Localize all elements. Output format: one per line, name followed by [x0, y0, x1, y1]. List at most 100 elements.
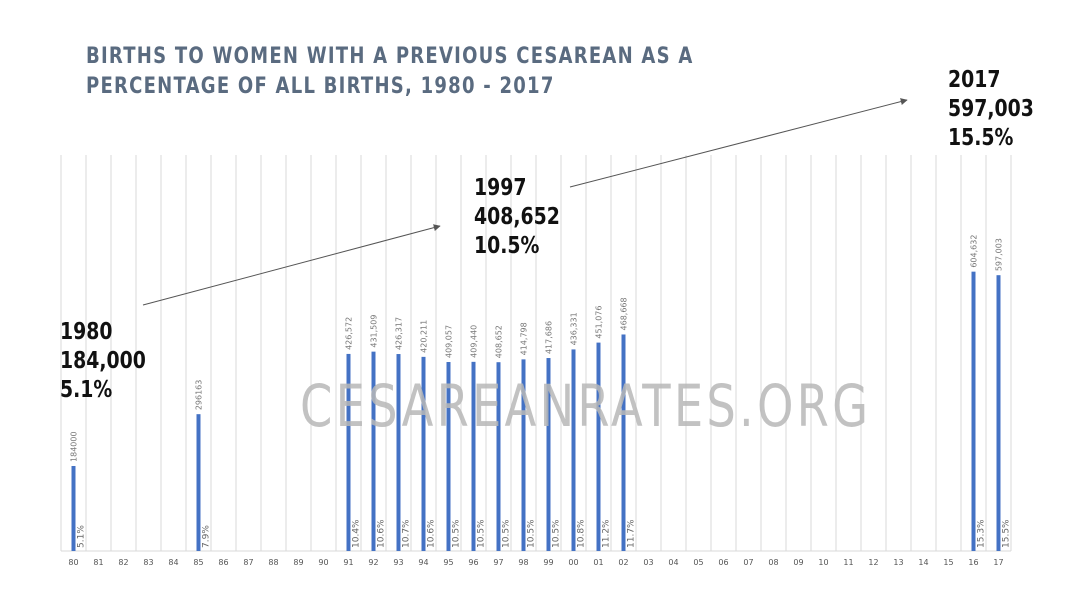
percent-label: 15.5%: [1002, 519, 1012, 548]
bar: [346, 353, 351, 551]
x-tick-label: 93: [393, 558, 403, 567]
value-label: 426,572: [345, 317, 354, 350]
x-tick-labels: 80 81 82 83 84 85 86 87 88 89 90 91 92 93 94 95 96 97 98 99…: [68, 558, 1003, 567]
percent-label: 7.9%: [202, 525, 212, 548]
percent-label: 10.6%: [427, 519, 437, 548]
x-tick-label: 00: [568, 558, 578, 567]
percent-label: 10.7%: [402, 519, 412, 548]
value-label: 451,076: [595, 306, 604, 339]
bar: [996, 275, 1001, 551]
value-label: 296163: [195, 380, 204, 411]
x-tick-label: 90: [318, 558, 328, 567]
x-tick-label: 98: [518, 558, 528, 567]
watermark: CESAREANRATES.ORG: [300, 372, 872, 440]
value-label: 408,652: [495, 325, 504, 358]
x-tick-label: 14: [918, 558, 928, 567]
x-tick-label: 12: [868, 558, 878, 567]
callout-1997-year: 1997: [474, 175, 527, 201]
value-label: 426,317: [395, 317, 404, 350]
x-tick-label: 84: [168, 558, 178, 567]
percent-label: 5.1%: [77, 525, 87, 548]
percent-label: 10.5%: [552, 519, 562, 548]
bar: [446, 362, 451, 551]
percent-label: 11.2%: [602, 519, 612, 548]
bar: [596, 342, 601, 551]
percent-label: 10.4%: [352, 519, 362, 548]
x-tick-label: 92: [368, 558, 378, 567]
callout-2017-pct: 15.5%: [948, 125, 1014, 151]
x-tick-label: 80: [68, 558, 78, 567]
callout-1997-value: 408,652: [474, 204, 560, 230]
bar-labels: 184000 5.1% 296163 7.9% 426,572 10.4% 431,509 1…: [70, 235, 1012, 548]
value-label: 468,668: [620, 297, 629, 330]
arrow-1997-2017: [569, 98, 908, 188]
x-tick-label: 88: [268, 558, 278, 567]
x-tick-label: 15: [943, 558, 953, 567]
callout-1980-value: 184,000: [60, 348, 146, 374]
percent-label: 10.5%: [452, 519, 462, 548]
callout-1980: 1980 184,000 5.1%: [60, 318, 146, 405]
callout-2017: 2017 597,003 15.5%: [948, 66, 1034, 153]
percent-label: 10.5%: [527, 519, 537, 548]
x-tick-label: 81: [93, 558, 103, 567]
x-tick-label: 96: [468, 558, 478, 567]
percent-label: 10.6%: [377, 519, 387, 548]
x-tick-label: 91: [343, 558, 353, 567]
x-tick-label: 11: [843, 558, 853, 567]
trend-arrows: [142, 98, 908, 306]
percent-label: 15.3%: [977, 519, 987, 548]
x-tick-label: 10: [818, 558, 828, 567]
bar: [196, 414, 201, 551]
x-tick-label: 03: [643, 558, 653, 567]
x-tick-label: 16: [968, 558, 978, 567]
callout-2017-year: 2017: [948, 67, 1001, 93]
bar: [421, 356, 426, 551]
x-tick-label: 05: [693, 558, 703, 567]
value-label: 409,057: [445, 325, 454, 358]
value-label: 184000: [70, 431, 79, 462]
bar: [71, 465, 76, 551]
bars: [71, 271, 1001, 551]
bar: [571, 349, 576, 551]
bar: [521, 359, 526, 551]
x-tick-label: 85: [193, 558, 203, 567]
value-label: 414,798: [520, 322, 529, 355]
x-tick-label: 13: [893, 558, 903, 567]
x-tick-label: 89: [293, 558, 303, 567]
value-label: 436,331: [570, 312, 579, 345]
bar: [496, 362, 501, 551]
bar: [471, 361, 476, 551]
x-tick-label: 01: [593, 558, 603, 567]
chart-title: BIRTHS TO WOMEN WITH A PREVIOUS CESAREAN…: [86, 44, 694, 99]
value-label: 409,440: [470, 325, 479, 358]
percent-label: 10.8%: [577, 519, 587, 548]
callout-1980-year: 1980: [60, 319, 113, 345]
callout-2017-value: 597,003: [948, 96, 1034, 122]
value-label: 417,686: [545, 321, 554, 354]
x-tick-label: 83: [143, 558, 153, 567]
x-tick-label: 94: [418, 558, 428, 567]
x-tick-label: 97: [493, 558, 503, 567]
x-tick-label: 86: [218, 558, 228, 567]
bar: [971, 271, 976, 551]
value-label: 597,003: [995, 238, 1004, 271]
bar: [621, 334, 626, 551]
callout-1997-pct: 10.5%: [474, 233, 540, 259]
x-tick-label: 09: [793, 558, 803, 567]
x-tick-label: 08: [768, 558, 778, 567]
bar: [371, 351, 376, 551]
bar: [546, 358, 551, 551]
x-tick-label: 99: [543, 558, 553, 567]
bar: [396, 354, 401, 551]
x-tick-label: 17: [993, 558, 1003, 567]
callout-1997: 1997 408,652 10.5%: [474, 174, 560, 261]
x-tick-label: 87: [243, 558, 253, 567]
value-label: 604,632: [970, 235, 979, 268]
x-tick-label: 95: [443, 558, 453, 567]
x-tick-label: 82: [118, 558, 128, 567]
arrow-1980-1997: [142, 224, 441, 306]
x-tick-label: 07: [743, 558, 753, 567]
percent-label: 11.7%: [627, 519, 637, 548]
value-label: 431,509: [370, 315, 379, 348]
